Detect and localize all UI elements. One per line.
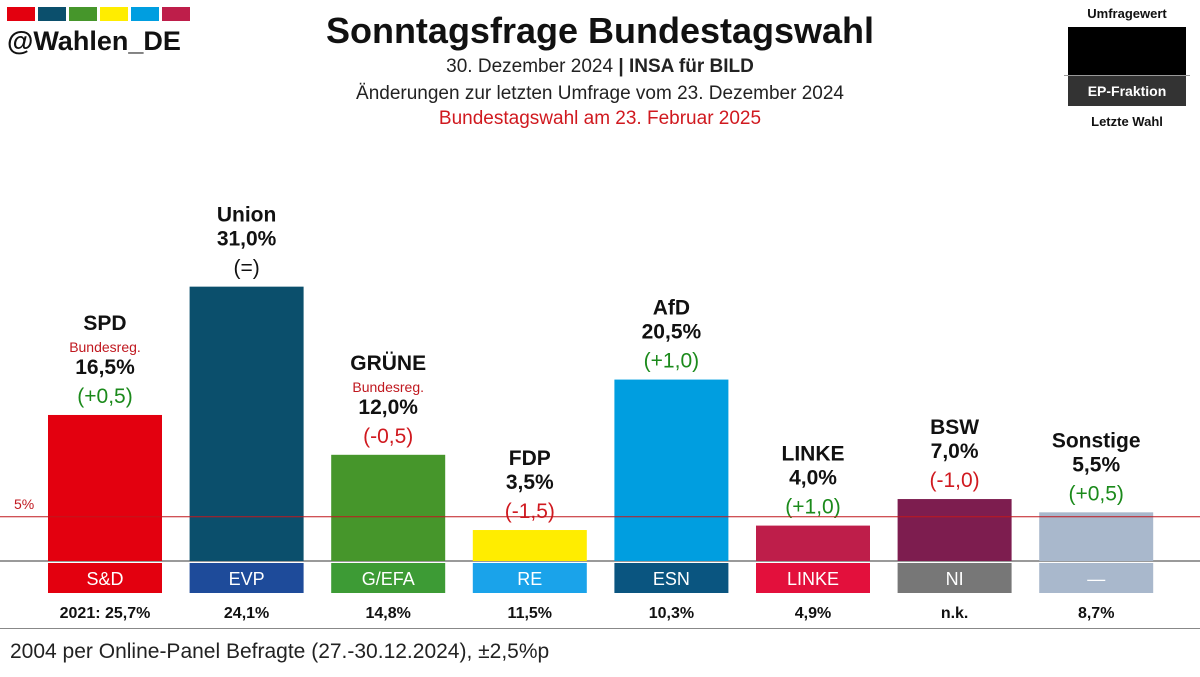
bar-bsw	[897, 499, 1012, 561]
last-election-gr-ne: 14,8%	[366, 605, 411, 622]
brand-stripe	[131, 7, 159, 21]
change-label-afd: (+1,0)	[644, 350, 699, 373]
value-label-bsw: 7,0%	[931, 440, 979, 463]
bar-union	[189, 286, 304, 561]
party-label-union: Union	[217, 204, 276, 227]
last-election-union: 24,1%	[224, 605, 269, 622]
ep-group-box-sonstige	[1039, 563, 1154, 593]
government-tag-gr-ne: Bundesreg.	[352, 379, 424, 395]
last-election-bsw: n.k.	[941, 605, 969, 622]
value-label-afd: 20,5%	[642, 321, 702, 344]
last-election-linke: 4,9%	[795, 605, 831, 622]
ep-group-label-linke: LINKE	[787, 569, 839, 589]
legend-bar-swatch	[1068, 27, 1186, 75]
legend-last-election: Letzte Wahl	[1091, 114, 1163, 129]
change-label-spd: (+0,5)	[77, 385, 132, 408]
brand-stripe	[7, 7, 35, 21]
survey-info: 30. Dezember 2024 | INSA für BILD	[0, 56, 1200, 78]
party-label-spd: SPD	[83, 312, 126, 335]
value-label-gr-ne: 12,0%	[358, 396, 418, 419]
ep-group-label-fdp: RE	[517, 569, 542, 589]
party-label-bsw: BSW	[930, 416, 979, 439]
ep-group-box-linke	[756, 563, 870, 593]
party-label-afd: AfD	[653, 297, 690, 320]
bar-spd	[48, 414, 162, 561]
legend-divider	[1064, 75, 1190, 76]
value-label-fdp: 3,5%	[506, 471, 554, 494]
chart-title: Sonntagsfrage Bundestagswahl	[325, 10, 875, 51]
value-label-sonstige: 5,5%	[1072, 453, 1120, 476]
ep-group-label-afd: ESN	[653, 569, 690, 589]
change-label-gr-ne: (-0,5)	[363, 425, 413, 448]
legend-poll-value: Umfragewert	[1087, 6, 1167, 21]
brand-stripe	[100, 7, 128, 21]
separator: |	[618, 56, 624, 77]
party-label-gr-ne: GRÜNE	[350, 352, 426, 375]
election-date: Bundestagswahl am 23. Februar 2025	[438, 108, 762, 129]
threshold-label: 5%	[14, 496, 34, 512]
party-label-fdp: FDP	[509, 447, 551, 470]
change-label-sonstige: (+0,5)	[1068, 482, 1123, 505]
change-label-linke: (+1,0)	[785, 496, 840, 519]
header: @Wahlen_DE Sonntagsfrage Bundestagswahl …	[0, 0, 1200, 150]
ep-group-label-union: EVP	[229, 569, 265, 589]
brand-stripe	[69, 7, 97, 21]
ep-group-box-afd	[614, 563, 729, 593]
change-label-union: (=)	[233, 257, 259, 280]
value-label-union: 31,0%	[217, 228, 277, 251]
footer-divider	[0, 628, 1200, 629]
last-election-sonstige: 8,7%	[1078, 605, 1114, 622]
footer-note: 2004 per Online-Panel Befragte (27.-30.1…	[10, 640, 550, 663]
last-election-fdp: 11,5%	[508, 605, 552, 622]
bar-fdp	[472, 530, 587, 561]
ep-group-box-gr-ne	[331, 563, 446, 593]
brand-stripes	[7, 7, 190, 21]
value-label-spd: 16,5%	[75, 356, 135, 379]
changes-note: Änderungen zur letzten Umfrage vom 23. D…	[356, 83, 844, 104]
change-label-bsw: (-1,0)	[930, 469, 980, 492]
party-label-linke: LINKE	[782, 443, 845, 466]
ep-group-label-bsw: NI	[946, 569, 964, 589]
party-label-sonstige: Sonstige	[1052, 429, 1141, 452]
ep-group-label-spd: S&D	[86, 569, 123, 589]
ep-group-box-union	[189, 563, 304, 593]
legend-ep-group: EP-Fraktion	[1068, 76, 1186, 106]
ep-group-label-sonstige: —	[1087, 569, 1105, 589]
ep-group-box-bsw	[897, 563, 1012, 593]
brand-stripe	[162, 7, 190, 21]
brand-stripe	[38, 7, 66, 21]
bar-gr-ne	[331, 454, 446, 561]
government-tag-spd: Bundesreg.	[69, 339, 141, 355]
change-label-fdp: (-1,5)	[505, 500, 555, 523]
survey-source: INSA für BILD	[628, 56, 754, 77]
ep-group-box-fdp	[472, 563, 587, 593]
survey-date: 30. Dezember 2024	[446, 56, 614, 77]
ep-group-box-spd	[48, 563, 162, 593]
bar-sonstige	[1039, 512, 1154, 561]
value-label-linke: 4,0%	[789, 467, 837, 490]
legend: Umfragewert EP-Fraktion Letzte Wahl	[1064, 6, 1190, 129]
bar-afd	[614, 379, 729, 561]
bar-linke	[756, 525, 870, 561]
last-election-afd: 10,3%	[649, 605, 694, 622]
account-handle: @Wahlen_DE	[7, 26, 181, 56]
ep-group-label-gr-ne: G/EFA	[362, 569, 415, 589]
last-election-spd: 2021: 25,7%	[60, 605, 151, 622]
